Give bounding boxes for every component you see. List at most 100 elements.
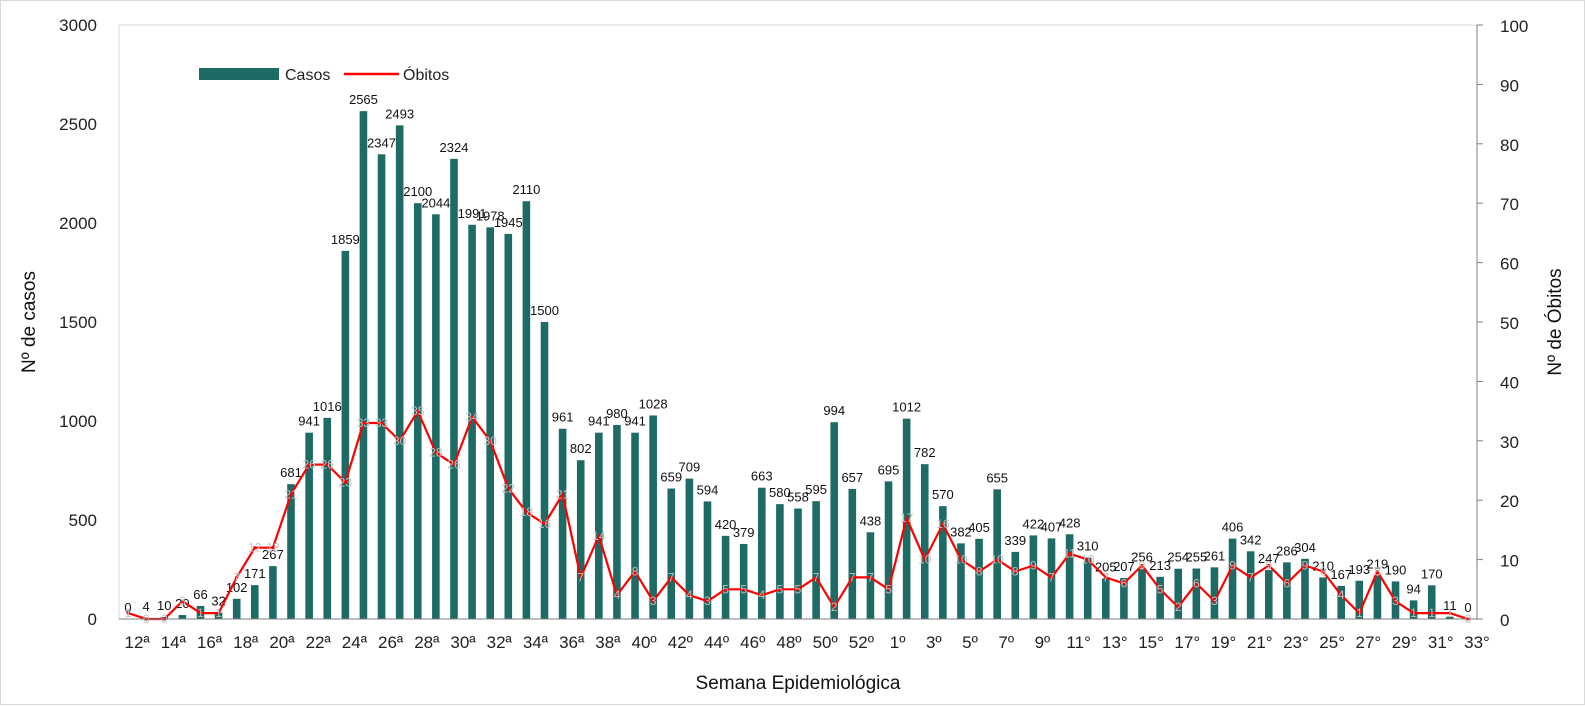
casos-data-label: 207 bbox=[1113, 559, 1135, 574]
casos-bar bbox=[287, 484, 295, 619]
casos-data-label: 659 bbox=[660, 470, 682, 485]
obitos-data-label: 7 bbox=[867, 570, 874, 584]
obitos-data-label: 4 bbox=[758, 588, 765, 602]
casos-data-label: 422 bbox=[1023, 516, 1045, 531]
casos-bar bbox=[450, 158, 458, 619]
casos-bar bbox=[1228, 538, 1237, 619]
obitos-point bbox=[651, 599, 655, 603]
x-axis-ticks: 12ª 14ª 16ª 18ª 20ª 22ª 24ª 26ª 28ª 30ª 32ª 34ª 36ª 3… bbox=[125, 633, 1490, 652]
casos-data-label: 580 bbox=[769, 485, 791, 500]
obitos-point bbox=[1176, 605, 1180, 609]
obitos-data-label: 5 bbox=[795, 582, 802, 596]
casos-data-label: 420 bbox=[715, 517, 737, 532]
obitos-data-label: 17 bbox=[900, 511, 914, 525]
casos-data-label: 1859 bbox=[331, 232, 360, 247]
obitos-point bbox=[1448, 611, 1452, 615]
casos-bar bbox=[848, 488, 857, 619]
y-tick-label: 2500 bbox=[59, 115, 97, 134]
obitos-data-label: 12 bbox=[248, 541, 262, 555]
x-tick-label: 28ª bbox=[414, 633, 440, 652]
casos-bar bbox=[250, 585, 259, 619]
casos-data-label: 0 bbox=[124, 600, 131, 615]
casos-bar bbox=[1246, 551, 1255, 619]
obitos-point bbox=[542, 522, 547, 526]
casos-data-label: 1978 bbox=[476, 208, 505, 223]
obitos-point bbox=[198, 611, 203, 615]
obitos-data-label: 7 bbox=[233, 570, 240, 584]
y2-tick-label: 70 bbox=[1500, 195, 1519, 214]
casos-data-label: 405 bbox=[968, 520, 990, 535]
y-tick-label: 0 bbox=[88, 610, 97, 629]
casos-data-label: 382 bbox=[950, 524, 972, 539]
casos-bar bbox=[1319, 577, 1327, 619]
x-tick-label: 33° bbox=[1464, 633, 1490, 652]
x-axis-title: Semana Epidemiológica bbox=[696, 673, 901, 694]
obitos-data-label: 7 bbox=[1048, 570, 1055, 584]
x-tick-label: 23° bbox=[1283, 633, 1309, 652]
casos-data-label: 66 bbox=[193, 587, 207, 602]
casos-data-label: 261 bbox=[1204, 548, 1226, 563]
obitos-point bbox=[850, 575, 854, 580]
x-tick-label: 30ª bbox=[450, 633, 476, 652]
casos-bar bbox=[739, 543, 748, 619]
obitos-data-label: 5 bbox=[777, 582, 784, 596]
casos-bar bbox=[1011, 551, 1020, 619]
casos-data-label: 254 bbox=[1167, 550, 1189, 565]
casos-data-label: 193 bbox=[1348, 562, 1370, 577]
x-tick-label: 14ª bbox=[161, 633, 187, 652]
obitos-data-label: 4 bbox=[686, 588, 693, 602]
obitos-point bbox=[579, 575, 583, 580]
obitos-point bbox=[235, 575, 239, 580]
obitos-point bbox=[416, 409, 420, 413]
obitos-data-label: 8 bbox=[976, 564, 983, 578]
obitos-point bbox=[633, 569, 637, 574]
x-tick-label: 22ª bbox=[306, 633, 332, 652]
obitos-data-label: 3 bbox=[1392, 594, 1399, 608]
obitos-point bbox=[1068, 552, 1072, 556]
casos-data-label: 304 bbox=[1294, 540, 1316, 555]
obitos-point bbox=[289, 492, 293, 496]
obitos-point bbox=[343, 480, 347, 484]
x-tick-label: 36ª bbox=[559, 633, 585, 652]
casos-data-label: 994 bbox=[823, 403, 845, 418]
x-tick-label: 18ª bbox=[233, 633, 259, 652]
obitos-data-label: 10 bbox=[990, 553, 1004, 567]
casos-bar bbox=[522, 201, 531, 619]
x-tick-label: 44º bbox=[704, 633, 729, 652]
casos-data-label: 570 bbox=[932, 487, 954, 502]
obitos-point bbox=[959, 558, 963, 562]
casos-bar bbox=[1138, 568, 1146, 619]
casos-data-label: 558 bbox=[787, 490, 809, 505]
obitos-data-label: 1 bbox=[197, 606, 204, 620]
y2-tick-label: 20 bbox=[1500, 492, 1519, 511]
casos-bar bbox=[1065, 534, 1074, 619]
obitos-point bbox=[1357, 611, 1361, 615]
casos-data-label: 2044 bbox=[421, 195, 450, 210]
casos-data-label: 961 bbox=[552, 410, 574, 425]
legend-obitos-label: Óbitos bbox=[403, 65, 449, 84]
y2-tick-label: 90 bbox=[1500, 76, 1519, 95]
obitos-data-label: 9 bbox=[1302, 559, 1309, 573]
x-tick-label: 29° bbox=[1392, 633, 1418, 652]
obitos-data-label: 4 bbox=[1338, 588, 1345, 602]
obitos-point bbox=[705, 599, 710, 603]
obitos-data-label: 21 bbox=[284, 487, 298, 501]
casos-bar bbox=[1337, 585, 1346, 619]
obitos-point bbox=[1303, 563, 1307, 568]
y2-tick-label: 40 bbox=[1500, 373, 1519, 392]
casos-data-label: 339 bbox=[1004, 533, 1026, 548]
obitos-data-label: 26 bbox=[447, 458, 461, 472]
obitos-data-label: 1 bbox=[1428, 606, 1435, 620]
obitos-data-label: 8 bbox=[1374, 564, 1381, 578]
obitos-point bbox=[1031, 563, 1035, 568]
x-tick-label: 17° bbox=[1174, 633, 1200, 652]
casos-data-label: 802 bbox=[570, 441, 592, 456]
y2-tick-label: 80 bbox=[1500, 136, 1519, 155]
casos-bar bbox=[830, 422, 839, 619]
casos-bar bbox=[1409, 600, 1418, 619]
x-tick-label: 21° bbox=[1247, 633, 1273, 652]
casos-bar bbox=[1446, 616, 1454, 619]
casos-data-label: 171 bbox=[244, 566, 266, 581]
